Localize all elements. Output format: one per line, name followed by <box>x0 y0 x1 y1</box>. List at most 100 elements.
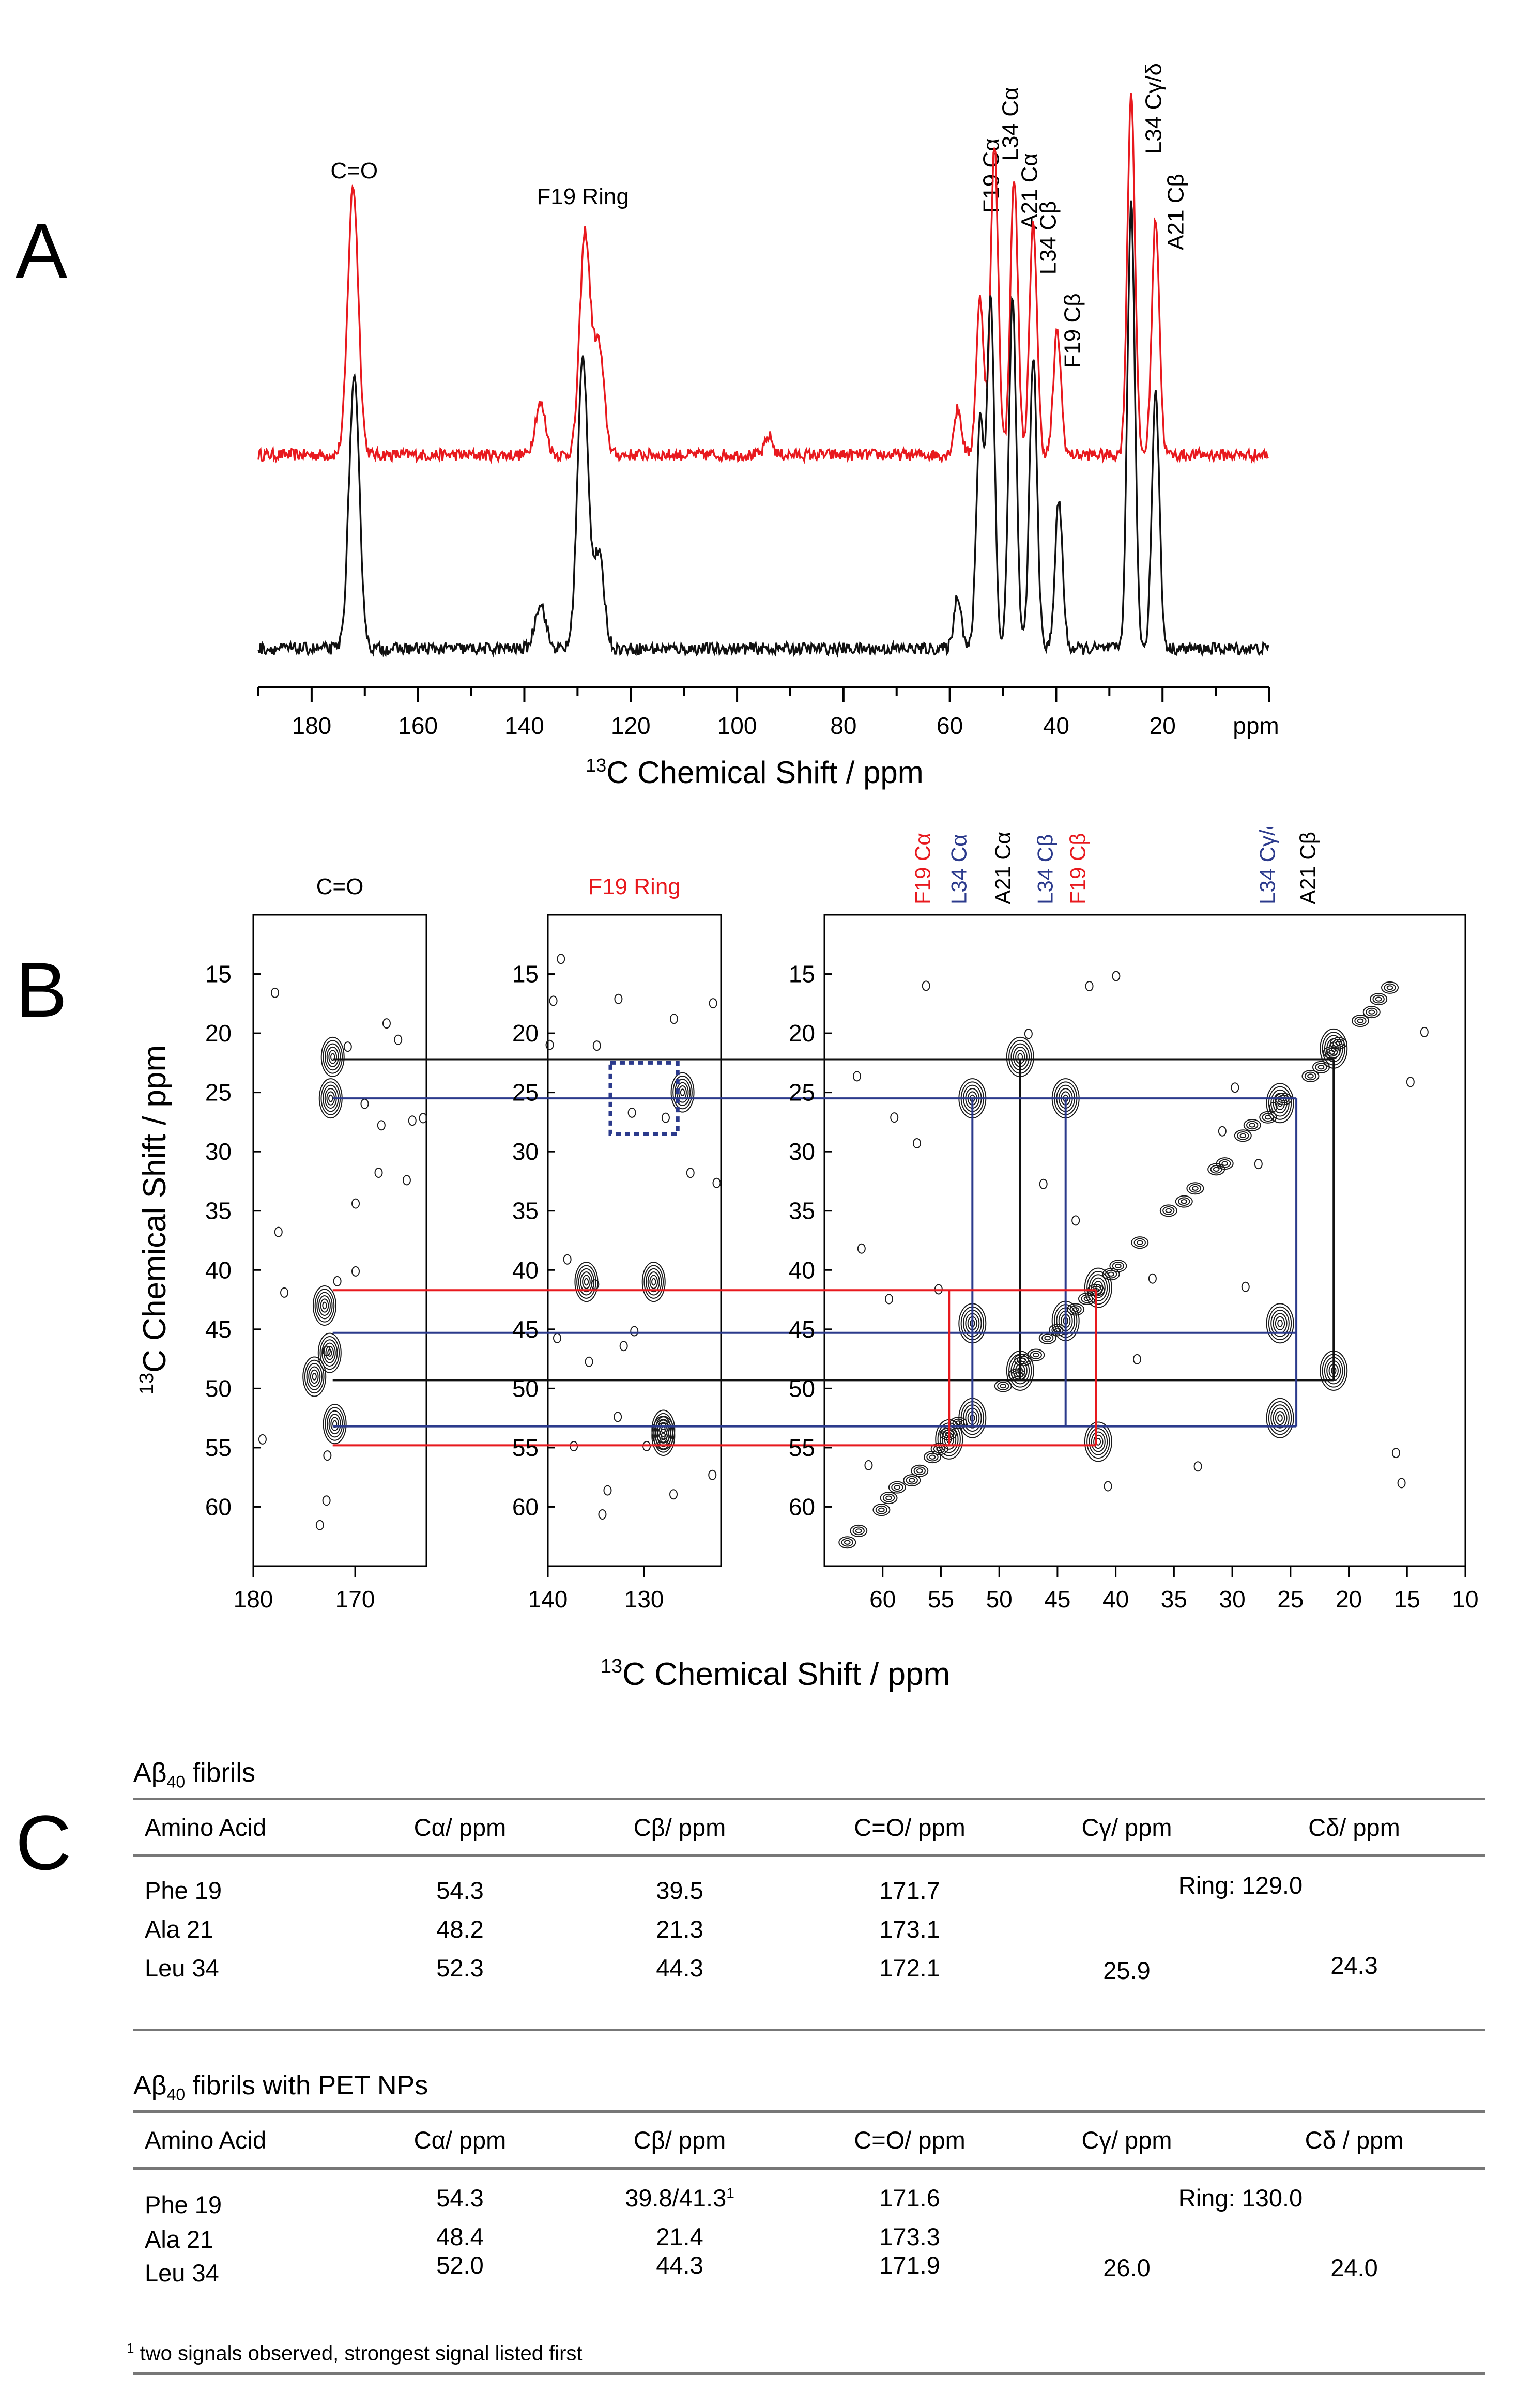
b-contour-ring <box>1234 1129 1252 1142</box>
b-contour-ring <box>374 1168 383 1178</box>
b-contour-ring <box>955 1420 962 1425</box>
b-contour-ring <box>669 1489 678 1500</box>
b-contour-ring <box>888 1481 906 1494</box>
b-contour-ring <box>1072 1307 1079 1312</box>
a-x-tick-label: 120 <box>611 712 651 739</box>
b-subpanel-title: F19 Ring <box>588 874 681 899</box>
b-contour-ring <box>651 1409 676 1450</box>
b-x-tick-label: 170 <box>335 1586 375 1613</box>
b-contour-ring <box>880 1492 898 1505</box>
b-contour-ring <box>1044 1336 1051 1341</box>
b-contour-ring <box>1010 1370 1023 1379</box>
b-contour-ring <box>258 1434 267 1445</box>
b-contour-ring <box>1237 1131 1249 1140</box>
header2-amino-acid: Amino Acid <box>145 2126 267 2154</box>
b-y-tick-label: 45 <box>205 1316 232 1343</box>
b-contour-ring <box>1017 1355 1029 1364</box>
b-contour-ring <box>1275 1316 1285 1331</box>
b-contour-ring <box>1351 1015 1369 1027</box>
b-x-tick-label: 55 <box>928 1586 954 1613</box>
b-contour-ring <box>351 1266 360 1277</box>
b-contour-ring <box>708 1469 717 1480</box>
b-column-label: F19 Cα <box>911 833 935 904</box>
table-row-leu34-cb: 44.3 <box>656 1954 703 1982</box>
a-peak-label: A21 Cα <box>1017 153 1043 229</box>
b-contour-ring <box>308 1366 321 1387</box>
table2-row-leu34-ca: 52.0 <box>436 2251 484 2279</box>
b-contour-ring <box>1307 1073 1314 1079</box>
b-subpanel-title: C=O <box>316 874 364 899</box>
table-1-top-rule <box>133 1798 1485 1800</box>
panel-label-a: A <box>16 207 68 294</box>
b-contour-ring <box>317 1332 342 1373</box>
table2-row-phe19-ca: 54.3 <box>436 2184 484 2212</box>
b-contour-ring <box>330 1417 339 1431</box>
b-contour-ring <box>1178 1197 1190 1206</box>
b-contour-ring <box>328 1050 338 1064</box>
b-contour-ring <box>326 1410 343 1438</box>
b-contour-ring <box>838 1536 856 1549</box>
b-contour-ring <box>360 1098 369 1109</box>
b-x-tick-label: 40 <box>1102 1586 1129 1613</box>
b-y-tick-label: 50 <box>205 1375 232 1402</box>
b-y-tick-label: 55 <box>789 1434 815 1461</box>
b-contour-ring <box>1275 1410 1285 1425</box>
a-x-tick-label: 160 <box>398 712 438 739</box>
b-y-tick-label: 20 <box>205 1020 232 1047</box>
b-contour-ring <box>1273 1407 1288 1429</box>
b-contour-ring <box>1186 1182 1204 1195</box>
b-contour-ring <box>646 1268 662 1296</box>
b-contour-ring <box>922 980 930 991</box>
header-cb: Cβ/ ppm <box>633 1814 726 1841</box>
b-column-label: L34 Cβ <box>1033 834 1058 904</box>
b-contour-ring <box>1112 971 1121 981</box>
b-y-tick-label: 50 <box>512 1375 539 1402</box>
b-contour-ring <box>875 1505 888 1514</box>
b-contour-ring <box>1372 994 1385 1004</box>
b-contour-ring <box>649 1275 658 1289</box>
b-contour-ring <box>1266 1398 1294 1438</box>
b-y-tick-label: 20 <box>789 1020 815 1047</box>
b-contour-ring <box>655 1422 672 1450</box>
b-contour-ring <box>844 1540 851 1545</box>
b-y-tick-label: 60 <box>789 1493 815 1520</box>
b-x-tick-label: 15 <box>1394 1586 1420 1613</box>
b-contour-ring <box>1091 1431 1106 1452</box>
b-contour-ring <box>1375 996 1382 1002</box>
b-y-tick-label: 40 <box>789 1256 815 1283</box>
b-contour-ring <box>326 1046 339 1067</box>
table-row-leu34-ca: 52.3 <box>436 1954 484 1982</box>
b-contour-ring <box>885 1495 892 1500</box>
b-contour-ring <box>592 1040 601 1051</box>
b-y-axis-label: 13C Chemical Shift / ppm <box>136 1045 173 1394</box>
b-contour-ring <box>912 1138 921 1148</box>
b-contour-ring <box>659 1422 668 1437</box>
table-row-phe19-co: 171.7 <box>879 1877 940 1904</box>
table-row-phe19-ring: Ring: 129.0 <box>1178 1872 1303 1899</box>
table2-row-leu34-cb: 44.3 <box>656 2251 703 2279</box>
b-x-axis-label: 13C Chemical Shift / ppm <box>601 1655 950 1692</box>
b-y-tick-label: 35 <box>789 1198 815 1224</box>
footnote-text: two signals observed, strongest signal l… <box>134 2342 583 2365</box>
b-contour-ring <box>1086 1424 1110 1459</box>
b-contour-ring <box>882 1493 895 1502</box>
a-x-tick-label: 40 <box>1043 712 1069 739</box>
spectrum-series-2 <box>257 200 1269 658</box>
b-contour-ring <box>325 1407 345 1441</box>
table2-row-phe19-cb: 39.8/41.31 <box>625 2184 734 2212</box>
b-x-tick-label: 20 <box>1336 1586 1362 1613</box>
table-2-header-rule <box>133 2167 1485 2170</box>
a-x-tick-label: 100 <box>717 712 757 739</box>
b-contour-ring <box>669 1014 678 1024</box>
b-contour-ring <box>323 1450 332 1461</box>
table2-row-ala21-co: 173.3 <box>879 2223 940 2250</box>
b-contour-ring <box>1115 1263 1122 1269</box>
b-contour-ring <box>1277 1414 1283 1422</box>
b-contour-ring <box>545 1039 554 1050</box>
b-contour-ring <box>1386 985 1393 990</box>
b-contour-ring <box>312 1285 336 1326</box>
b-contour-ring <box>949 1417 968 1430</box>
b-contour-ring <box>325 1345 334 1360</box>
b-contour-ring <box>1159 1204 1177 1217</box>
